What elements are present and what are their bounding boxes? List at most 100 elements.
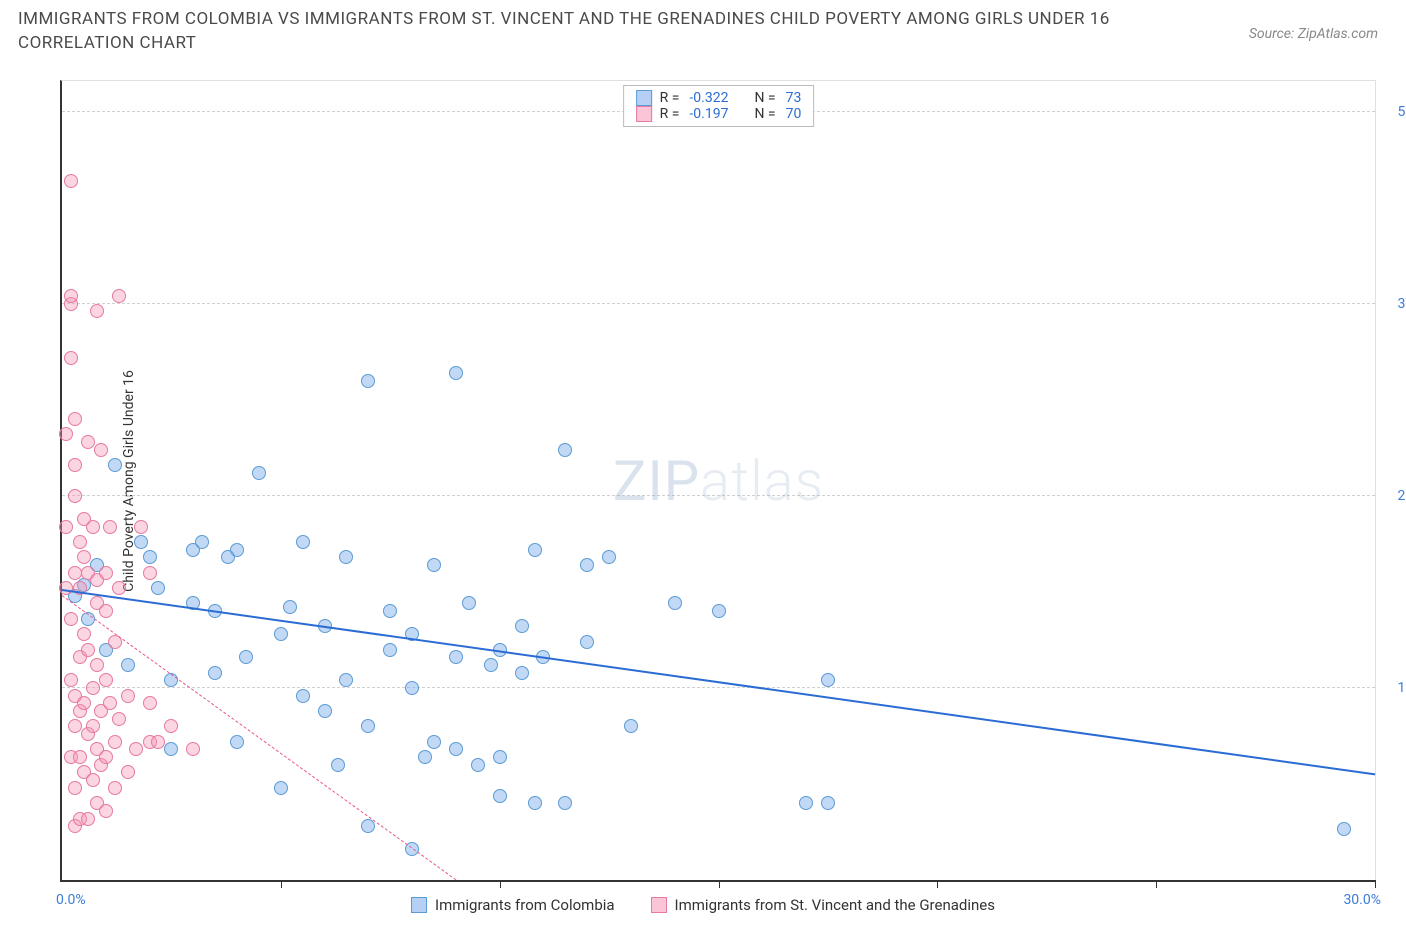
y-axis-title: Child Poverty Among Girls Under 16 (121, 370, 137, 592)
data-point-stvincent (86, 773, 100, 787)
data-point-colombia (274, 781, 288, 795)
gridline-h (62, 687, 1375, 688)
data-point-stvincent (112, 581, 126, 595)
data-point-colombia (821, 673, 835, 687)
data-point-colombia (493, 789, 507, 803)
data-point-stvincent (68, 458, 82, 472)
data-point-stvincent (99, 673, 113, 687)
data-point-colombia (151, 581, 165, 595)
legend-label-stvincent: Immigrants from St. Vincent and the Gren… (675, 896, 995, 914)
data-point-colombia (108, 458, 122, 472)
x-axis-tick (500, 880, 501, 888)
data-point-stvincent (121, 765, 135, 779)
swatch-colombia (636, 90, 652, 106)
data-point-colombia (558, 796, 572, 810)
data-point-stvincent (186, 742, 200, 756)
swatch-stvincent (636, 106, 652, 122)
data-point-stvincent (81, 435, 95, 449)
watermark: ZIPatlas (613, 448, 824, 514)
data-point-colombia (462, 596, 476, 610)
data-point-colombia (821, 796, 835, 810)
data-point-colombia (580, 558, 594, 572)
data-point-stvincent (90, 304, 104, 318)
data-point-colombia (484, 658, 498, 672)
data-point-colombia (528, 543, 542, 557)
x-axis-tick (281, 880, 282, 888)
data-point-stvincent (99, 804, 113, 818)
gridline-h (62, 495, 1375, 496)
data-point-stvincent (151, 735, 165, 749)
data-point-stvincent (81, 812, 95, 826)
data-point-stvincent (143, 566, 157, 580)
data-point-stvincent (68, 719, 82, 733)
data-point-colombia (296, 689, 310, 703)
data-point-stvincent (86, 520, 100, 534)
data-point-colombia (164, 742, 178, 756)
data-point-stvincent (112, 289, 126, 303)
legend-item-stvincent: Immigrants from St. Vincent and the Gren… (651, 896, 995, 914)
data-point-colombia (1337, 822, 1351, 836)
swatch-stvincent-icon (651, 897, 667, 913)
data-point-colombia (580, 635, 594, 649)
swatch-colombia-icon (411, 897, 427, 913)
gridline-h (62, 303, 1375, 304)
data-point-stvincent (108, 735, 122, 749)
scatter-chart: ZIPatlas Child Poverty Among Girls Under… (60, 80, 1376, 882)
legend-row-stvincent: R = -0.197 N = 70 (636, 106, 802, 122)
x-axis-min-label: 0.0% (56, 892, 86, 908)
data-point-stvincent (64, 351, 78, 365)
data-point-stvincent (108, 781, 122, 795)
x-axis-tick (937, 880, 938, 888)
correlation-legend: R = -0.322 N = 73 R = -0.197 N = 70 (623, 85, 815, 127)
r-value-stvincent: -0.197 (689, 106, 728, 122)
data-point-stvincent (81, 643, 95, 657)
data-point-colombia (449, 742, 463, 756)
data-point-stvincent (94, 443, 108, 457)
data-point-colombia (230, 735, 244, 749)
data-point-stvincent (164, 719, 178, 733)
data-point-stvincent (99, 566, 113, 580)
data-point-stvincent (59, 427, 73, 441)
data-point-stvincent (99, 750, 113, 764)
n-value-colombia: 73 (786, 90, 802, 106)
x-axis-tick (1156, 880, 1157, 888)
data-point-stvincent (64, 174, 78, 188)
data-point-stvincent (143, 696, 157, 710)
data-point-stvincent (121, 689, 135, 703)
x-axis-max-label: 30.0% (1343, 892, 1381, 908)
data-point-stvincent (77, 627, 91, 641)
data-point-colombia (230, 543, 244, 557)
series-legend: Immigrants from Colombia Immigrants from… (411, 896, 995, 914)
data-point-colombia (383, 643, 397, 657)
data-point-stvincent (68, 566, 82, 580)
data-point-stvincent (59, 520, 73, 534)
data-point-colombia (331, 758, 345, 772)
data-point-stvincent (64, 673, 78, 687)
data-point-stvincent (103, 696, 117, 710)
r-value-colombia: -0.322 (689, 90, 728, 106)
chart-title: IMMIGRANTS FROM COLOMBIA VS IMMIGRANTS F… (18, 8, 1118, 56)
n-value-stvincent: 70 (786, 106, 802, 122)
data-point-stvincent (90, 658, 104, 672)
data-point-colombia (493, 750, 507, 764)
data-point-colombia (712, 604, 726, 618)
data-point-colombia (515, 619, 529, 633)
data-point-colombia (274, 627, 288, 641)
data-point-colombia (208, 666, 222, 680)
data-point-stvincent (112, 712, 126, 726)
data-point-stvincent (129, 742, 143, 756)
legend-row-colombia: R = -0.322 N = 73 (636, 90, 802, 106)
chart-header: IMMIGRANTS FROM COLOMBIA VS IMMIGRANTS F… (18, 8, 1388, 68)
data-point-stvincent (77, 550, 91, 564)
data-point-colombia (318, 704, 332, 718)
data-point-colombia (383, 604, 397, 618)
data-point-colombia (361, 719, 375, 733)
data-point-colombia (239, 650, 253, 664)
data-point-colombia (121, 658, 135, 672)
data-point-stvincent (86, 681, 100, 695)
data-point-colombia (602, 550, 616, 564)
data-point-colombia (283, 600, 297, 614)
data-point-stvincent (73, 535, 87, 549)
data-point-colombia (296, 535, 310, 549)
y-axis-tick-label: 25.0% (1381, 488, 1406, 504)
